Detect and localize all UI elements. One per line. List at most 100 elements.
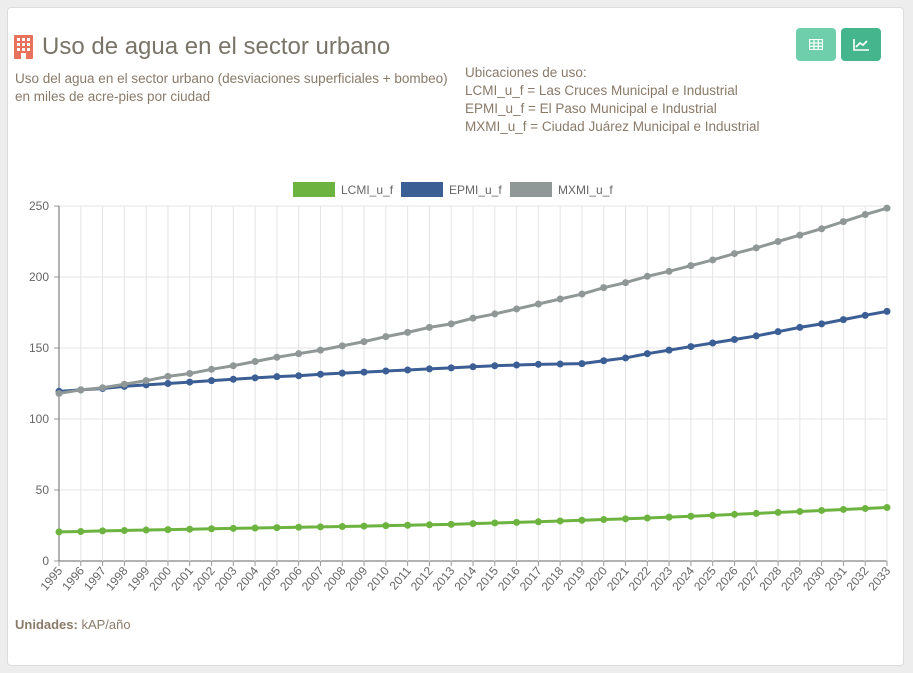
data-point-EPMI_u_f [404, 366, 412, 374]
data-point-LCMI_u_f [447, 520, 455, 528]
data-point-LCMI_u_f [796, 507, 804, 515]
data-point-LCMI_u_f [208, 525, 216, 533]
data-point-MXMI_u_f [382, 333, 390, 341]
units-text: Unidades: kAP/año [15, 617, 131, 632]
data-point-EPMI_u_f [208, 377, 216, 385]
data-point-MXMI_u_f [99, 384, 107, 392]
data-point-LCMI_u_f [469, 520, 477, 528]
x-tick-label: 2011 [387, 564, 415, 593]
locations-heading: Ubicaciones de uso: [465, 65, 587, 80]
units-value: kAP/año [81, 617, 131, 632]
x-tick-label: 2030 [800, 564, 828, 594]
data-point-MXMI_u_f [578, 290, 586, 298]
data-point-LCMI_u_f [665, 513, 673, 521]
table-icon [809, 39, 823, 50]
data-point-MXMI_u_f [360, 338, 368, 346]
x-tick-label: 2006 [277, 564, 305, 594]
data-point-LCMI_u_f [752, 509, 760, 517]
x-tick-label: 2032 [844, 564, 872, 594]
data-point-EPMI_u_f [251, 374, 259, 382]
data-point-MXMI_u_f [687, 262, 695, 270]
data-point-EPMI_u_f [534, 360, 542, 368]
x-tick-label: 2031 [822, 564, 850, 594]
data-point-LCMI_u_f [534, 518, 542, 526]
chart-view-button[interactable] [841, 28, 881, 61]
x-tick-label: 2019 [560, 564, 588, 594]
data-point-EPMI_u_f [425, 365, 433, 373]
data-point-EPMI_u_f [447, 364, 455, 372]
data-point-LCMI_u_f [883, 503, 891, 511]
y-tick-label: 150 [29, 341, 49, 355]
data-point-EPMI_u_f [687, 343, 695, 351]
units-label: Unidades: [15, 617, 78, 632]
data-point-MXMI_u_f [469, 314, 477, 322]
data-point-EPMI_u_f [643, 350, 651, 358]
data-point-EPMI_u_f [796, 323, 804, 331]
data-point-EPMI_u_f [752, 332, 760, 340]
x-tick-label: 2000 [146, 564, 174, 594]
legend-swatch-MXMI_u_f [510, 182, 552, 197]
legend-label: EPMI_u_f [449, 183, 502, 197]
data-point-LCMI_u_f [730, 510, 738, 518]
x-tick-label: 2018 [539, 564, 567, 594]
locations-legend: Ubicaciones de uso: LCMI_u_f = Las Cruce… [465, 64, 885, 136]
x-tick-label: 2008 [321, 564, 349, 594]
data-point-EPMI_u_f [622, 354, 630, 362]
x-tick-label: 1996 [59, 564, 87, 594]
data-point-LCMI_u_f [316, 523, 324, 531]
data-point-LCMI_u_f [425, 521, 433, 529]
data-point-EPMI_u_f [556, 360, 564, 368]
data-point-EPMI_u_f [382, 367, 390, 375]
data-point-LCMI_u_f [556, 517, 564, 525]
x-tick-label: 2009 [342, 564, 370, 594]
data-point-EPMI_u_f [839, 316, 847, 324]
data-point-EPMI_u_f [513, 361, 521, 369]
data-point-LCMI_u_f [709, 511, 717, 519]
x-tick-label: 2022 [626, 564, 654, 594]
x-tick-label: 2028 [756, 564, 784, 594]
data-point-LCMI_u_f [229, 524, 237, 532]
data-point-MXMI_u_f [622, 279, 630, 287]
data-point-LCMI_u_f [382, 522, 390, 530]
location-item: MXMI_u_f = Ciudad Juárez Municipal e Ind… [465, 119, 760, 134]
x-tick-label: 2016 [495, 564, 523, 594]
x-tick-label: 2004 [234, 564, 262, 594]
data-point-LCMI_u_f [360, 522, 368, 530]
x-tick-label: 2007 [299, 564, 327, 594]
y-tick-label: 50 [36, 483, 50, 497]
data-point-MXMI_u_f [142, 377, 150, 385]
data-point-EPMI_u_f [578, 360, 586, 368]
x-tick-label: 1998 [103, 564, 131, 594]
data-point-EPMI_u_f [774, 328, 782, 336]
data-point-LCMI_u_f [578, 516, 586, 524]
x-tick-label: 2026 [713, 564, 741, 594]
data-point-MXMI_u_f [839, 218, 847, 226]
x-tick-label: 2025 [691, 564, 719, 594]
data-point-LCMI_u_f [99, 527, 107, 535]
y-tick-label: 100 [29, 412, 49, 426]
x-tick-label: 2002 [190, 564, 218, 594]
data-point-LCMI_u_f [643, 514, 651, 522]
data-point-EPMI_u_f [360, 368, 368, 376]
data-point-MXMI_u_f [883, 204, 891, 212]
data-point-EPMI_u_f [316, 370, 324, 378]
x-tick-label: 2014 [451, 564, 479, 594]
x-tick-label: 1997 [81, 564, 109, 594]
data-point-EPMI_u_f [273, 373, 281, 381]
y-tick-label: 200 [29, 270, 49, 284]
data-point-LCMI_u_f [491, 519, 499, 527]
data-point-EPMI_u_f [861, 311, 869, 319]
x-tick-label: 2015 [473, 564, 501, 594]
table-view-button[interactable] [796, 28, 836, 61]
data-point-MXMI_u_f [730, 250, 738, 258]
title-row: Uso de agua en el sector urbano [14, 33, 390, 61]
x-tick-label: 2027 [735, 564, 763, 594]
data-point-EPMI_u_f [883, 307, 891, 315]
data-point-LCMI_u_f [818, 506, 826, 514]
data-point-EPMI_u_f [469, 363, 477, 371]
data-point-MXMI_u_f [600, 284, 608, 292]
data-point-LCMI_u_f [774, 508, 782, 516]
data-point-LCMI_u_f [55, 528, 63, 536]
data-point-MXMI_u_f [273, 353, 281, 361]
data-point-MXMI_u_f [665, 267, 673, 275]
